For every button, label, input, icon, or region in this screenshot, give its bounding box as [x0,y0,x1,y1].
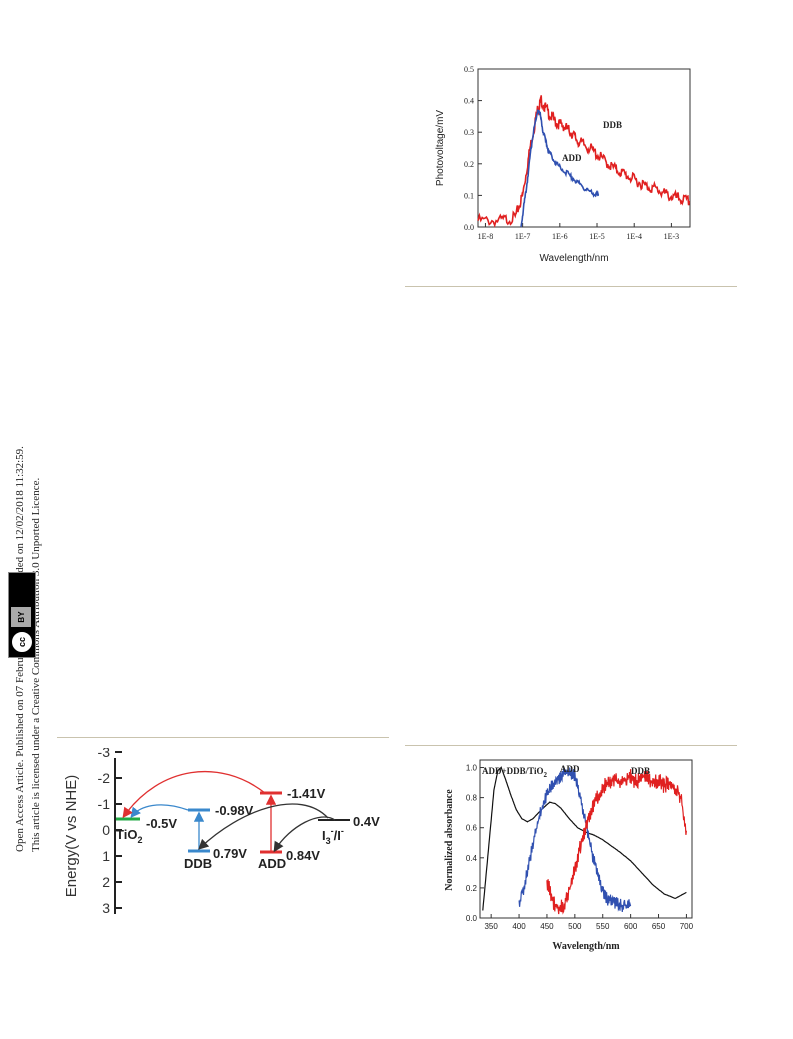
series-line-2 [546,769,687,915]
y-tick-label: 0.2 [466,884,478,893]
y-tick-label: 0.0 [464,223,474,232]
rule-lower-left [57,737,389,738]
tio2-value: -0.5V [146,816,177,831]
y-tick-label: 0.6 [466,824,478,833]
x-tick-label: 1E-6 [552,232,568,241]
series-label-ddb: DDB [603,120,622,130]
x-tick-label: 700 [680,922,694,931]
by-icon: BY [11,607,31,627]
y-tick-label: 0.5 [464,65,474,74]
series-label-add: ADD [560,764,580,774]
plot-frame [479,759,693,919]
series-line-ddb [477,95,691,228]
series-line-1 [518,767,632,912]
energy-tick-label: -1 [98,796,111,812]
ddb-regeneration-arrow [198,803,329,850]
energy-axis-label: Energy(V vs NHE) [63,775,80,898]
x-tick-label: 1E-4 [626,232,642,241]
x-axis-label: Wavelength/nm [539,253,608,264]
absorbance-chart: 0.0 0.2 0.4 0.6 0.8 1.0 350 400 450 500 550 600 650… [444,759,694,952]
x-tick-label: 1E-3 [664,232,680,241]
x-tick-label: 400 [512,922,526,931]
cc-by-license-badge[interactable]: BY cc [8,572,36,658]
redox-label: I3-/I- [322,826,344,846]
y-tick-label: 0.3 [464,128,474,137]
energy-tick-label: 1 [102,848,110,864]
plot-frame [477,68,691,228]
rule-lower-right [405,745,737,746]
add-label: ADD [258,856,286,871]
y-tick-label: 0.1 [464,191,474,200]
y-tick-label: 0.4 [464,97,474,106]
x-tick-label: 1E-5 [589,232,605,241]
add-homo-value: 0.84V [286,848,320,863]
ddb-homo-value: 0.79V [213,846,247,861]
energy-tick-label: -3 [98,748,111,760]
x-tick-label: 1E-7 [515,232,531,241]
y-tick-label: 0.0 [466,914,478,923]
ddb-injection-arrow [130,804,189,819]
y-tick-label: 0.4 [466,854,478,863]
x-tick-label: 1E-8 [478,232,494,241]
energy-level-diagram: -3 -2 -1 0 1 2 3 Energy(V vs NHE) TiO2 -0.5V -… [63,748,380,916]
y-tick-label: 0.8 [466,794,478,803]
ddb-label: DDB [184,856,212,871]
cc-icon: cc [11,631,33,653]
redox-value: 0.4V [353,814,380,829]
add-regeneration-arrow [273,816,336,853]
energy-tick-label: -2 [98,770,111,786]
series-line-add [520,109,600,228]
x-tick-label: 600 [624,922,638,931]
add-injection-arrow [122,770,266,819]
photovoltage-chart: 0.0 0.1 0.2 0.3 0.4 0.5 1E-8 1E-7 1E-6 1E-5 1E-4 1… [435,65,691,264]
series-label-ddb: DDB [631,766,650,776]
x-axis-label: Wavelength/nm [552,941,620,952]
rule-upper-right [405,286,737,287]
tio2-label: TiO2 [116,827,142,845]
x-tick-label: 500 [568,922,582,931]
x-tick-label: 550 [596,922,610,931]
x-tick-label: 650 [652,922,666,931]
y-axis-label: Normalized absorbance [444,789,455,891]
energy-tick-label: 3 [102,900,110,916]
energy-tick-label: 2 [102,874,110,890]
x-tick-label: 350 [484,922,498,931]
series-line-0 [482,766,687,911]
series-label-add: ADD [562,153,582,163]
y-tick-label: 1.0 [466,764,478,773]
y-axis-label: Photovoltage/mV [435,110,446,186]
y-tick-label: 0.2 [464,160,474,169]
series-label-mix: ADD+DDB/TiO2 [482,766,547,779]
sidebar-line-2: This article is licensed under a Creativ… [30,477,42,852]
energy-tick-label: 0 [102,822,110,838]
add-lumo-value: -1.41V [287,786,326,801]
x-tick-label: 450 [540,922,554,931]
ddb-lumo-value: -0.98V [215,803,254,818]
